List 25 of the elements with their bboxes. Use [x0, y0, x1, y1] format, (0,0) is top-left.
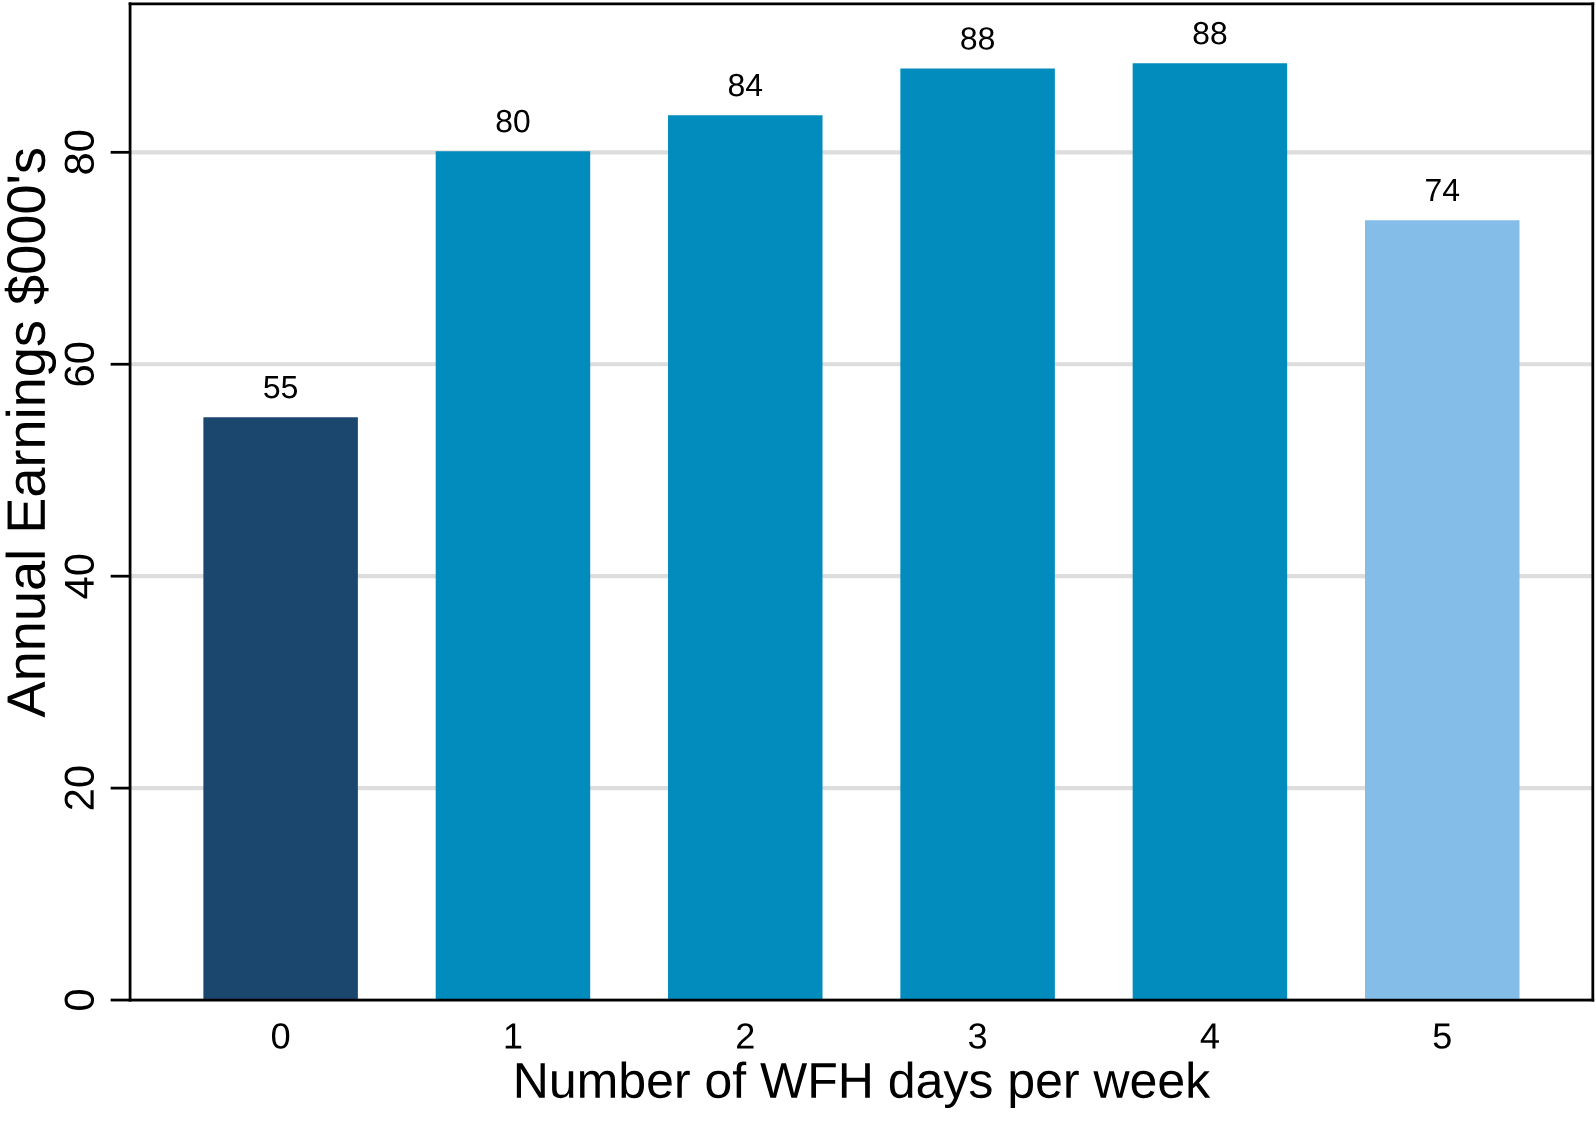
data-label: 80: [496, 109, 530, 133]
x-axis-title: Number of WFH days per week: [516, 1061, 1211, 1109]
x-tick-label: 4: [1200, 1023, 1219, 1049]
data-label: 88: [961, 27, 994, 50]
y-axis-title: Annual Earnings $000's: [4, 148, 57, 718]
x-tick-label: 2: [737, 1023, 754, 1049]
data-label: 55: [264, 376, 298, 399]
data-label: 88: [1193, 21, 1227, 45]
bar: [1365, 220, 1520, 1001]
y-tick-label: 60: [64, 342, 95, 386]
x-tick-label: 3: [968, 1023, 987, 1049]
data-label: 74: [1426, 179, 1460, 201]
y-tick-label: 0: [64, 990, 95, 1011]
bar: [1132, 63, 1288, 1001]
bar: [203, 417, 358, 1001]
y-tick-label: 20: [64, 766, 95, 810]
data-label: 84: [728, 73, 763, 97]
bar: [668, 115, 823, 1001]
x-tick-label: 5: [1433, 1023, 1451, 1049]
bar: [435, 151, 591, 1001]
y-tick-label: 40: [64, 554, 95, 599]
x-tick-label: 1: [505, 1023, 522, 1049]
y-tick-label: 80: [64, 130, 95, 174]
bar: [900, 68, 1055, 1001]
x-tick-label: 0: [271, 1023, 290, 1049]
